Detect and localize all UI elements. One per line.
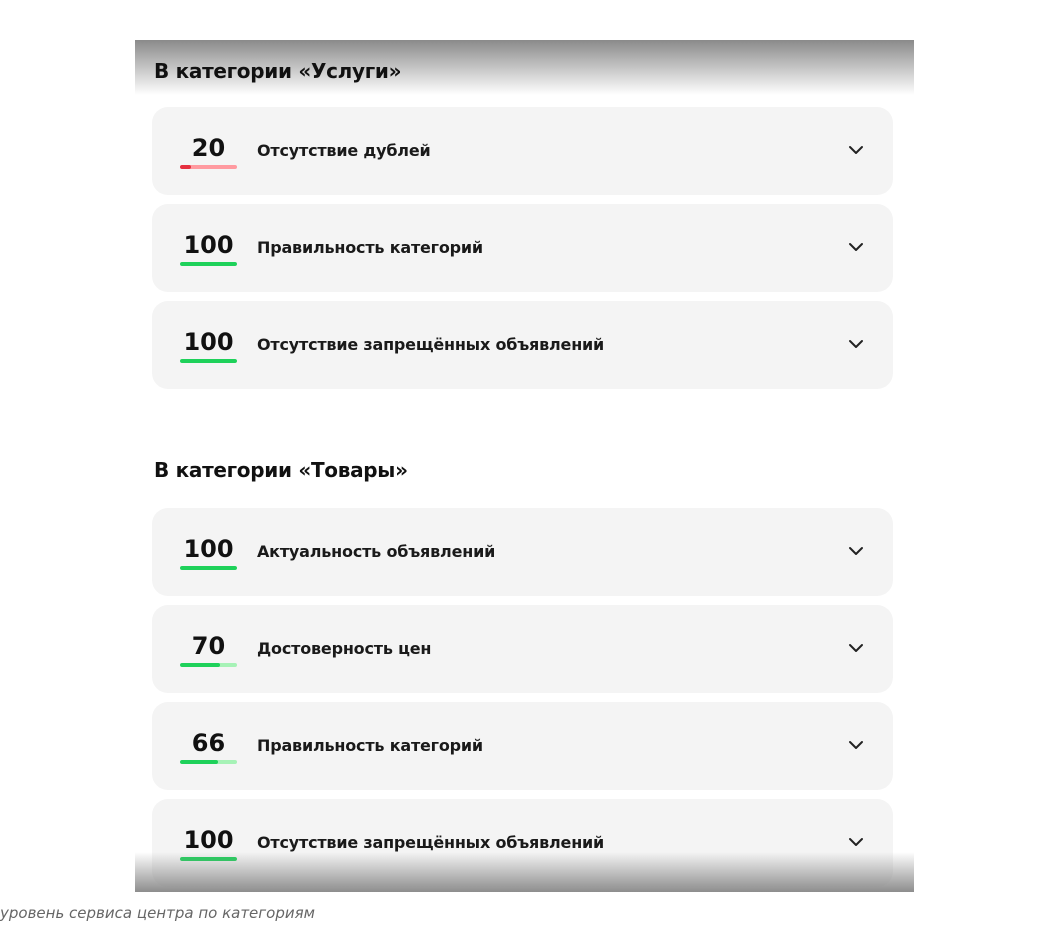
metric-score: 20 [191, 134, 226, 162]
metric-card[interactable]: 100 Правильность категорий [152, 204, 893, 292]
metric-score: 100 [183, 826, 234, 854]
metric-card[interactable]: 20 Отсутствие дублей [152, 107, 893, 195]
metric-progress-fill [180, 566, 237, 570]
metric-progress-bar [180, 359, 237, 363]
metric-label: Достоверность цен [257, 639, 432, 658]
section-title-goods: В категории «Товары» [154, 458, 408, 482]
chevron-down-icon[interactable] [847, 736, 865, 754]
metric-progress-fill [180, 663, 220, 667]
chevron-down-icon[interactable] [847, 542, 865, 560]
metric-label: Актуальность объявлений [257, 542, 496, 561]
metric-card[interactable]: 100 Отсутствие запрещённых объявлений [152, 799, 893, 887]
section-title-services: В категории «Услуги» [154, 59, 402, 83]
chevron-down-icon[interactable] [847, 833, 865, 851]
chevron-down-icon[interactable] [847, 238, 865, 256]
metric-progress-bar [180, 857, 237, 861]
chevron-down-icon[interactable] [847, 335, 865, 353]
metric-score: 70 [191, 632, 226, 660]
metric-label: Правильность категорий [257, 238, 483, 257]
metric-label: Отсутствие запрещённых объявлений [257, 335, 605, 354]
metric-progress-bar [180, 566, 237, 570]
metric-progress-bar [180, 760, 237, 764]
metric-label: Правильность категорий [257, 736, 483, 755]
screenshot-image: В категории «Услуги» В категории «Товары… [135, 40, 914, 892]
metric-card[interactable]: 70 Достоверность цен [152, 605, 893, 693]
metric-score: 66 [191, 729, 226, 757]
chevron-down-icon[interactable] [847, 141, 865, 159]
metric-progress-fill [180, 760, 218, 764]
metric-progress-bar [180, 663, 237, 667]
image-caption: уровень сервиса центра по категориям [0, 904, 315, 922]
metric-progress-fill [180, 262, 237, 266]
metric-score: 100 [183, 535, 234, 563]
metric-label: Отсутствие запрещённых объявлений [257, 833, 605, 852]
metric-progress-fill [180, 857, 237, 861]
metric-card[interactable]: 66 Правильность категорий [152, 702, 893, 790]
chevron-down-icon[interactable] [847, 639, 865, 657]
metric-label: Отсутствие дублей [257, 141, 431, 160]
metric-progress-bar [180, 165, 237, 169]
metric-progress-fill [180, 359, 237, 363]
metric-progress-fill [180, 165, 192, 169]
metric-card[interactable]: 100 Отсутствие запрещённых объявлений [152, 301, 893, 389]
metric-score: 100 [183, 328, 234, 356]
metric-score: 100 [183, 231, 234, 259]
metric-card[interactable]: 100 Актуальность объявлений [152, 508, 893, 596]
metric-progress-bar [180, 262, 237, 266]
